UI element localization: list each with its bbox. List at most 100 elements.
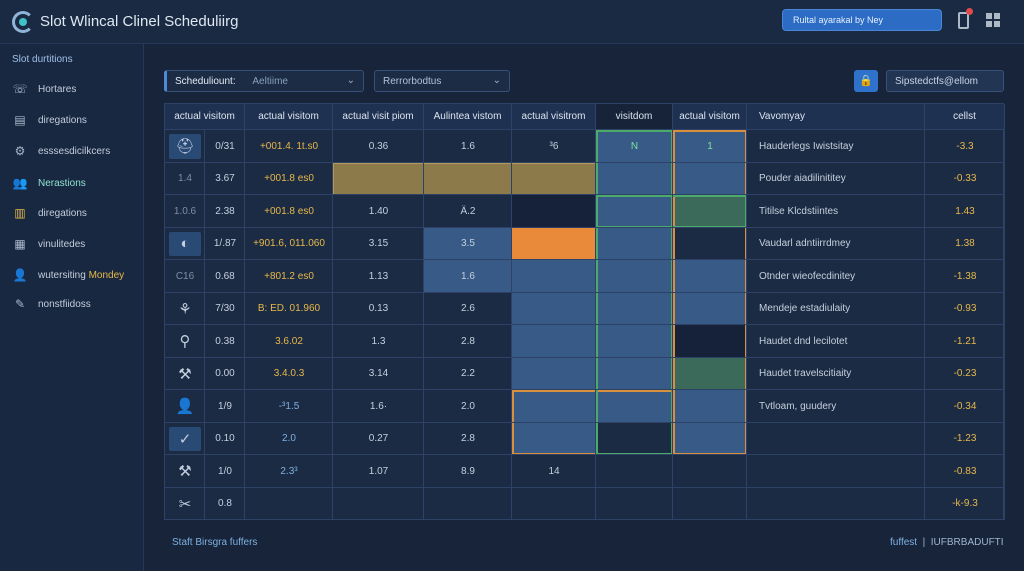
column-header[interactable]: Vavomyay	[747, 104, 925, 130]
grid-cell[interactable]	[424, 487, 512, 520]
grid-cell[interactable]	[165, 162, 205, 195]
grid-cell[interactable]	[673, 487, 747, 520]
grid-cell[interactable]	[747, 487, 925, 520]
grid-cell[interactable]	[205, 130, 245, 163]
grid-cell[interactable]	[747, 455, 925, 488]
filter-select[interactable]: Rerrorbodtus ⌄	[374, 70, 510, 92]
sidebar-item-nerastions[interactable]: 👥 Nerastions	[12, 171, 140, 195]
grid-cell[interactable]	[333, 162, 424, 195]
grid-cell[interactable]	[245, 227, 333, 260]
grid-cell[interactable]	[333, 260, 424, 293]
grid-cell[interactable]	[333, 325, 424, 358]
grid-cell[interactable]	[165, 325, 205, 358]
grid-cell[interactable]	[512, 195, 596, 228]
grid-cell[interactable]	[512, 130, 596, 163]
grid-cell[interactable]	[747, 162, 925, 195]
grid-cell[interactable]	[245, 195, 333, 228]
sidebar-item-hortares[interactable]: ☏ Hortares	[12, 77, 140, 101]
grid-cell[interactable]	[747, 422, 925, 455]
grid-cell[interactable]	[333, 130, 424, 163]
grid-cell[interactable]	[333, 195, 424, 228]
appointment-block[interactable]	[673, 390, 747, 455]
grid-cell[interactable]	[245, 422, 333, 455]
sidebar-item-wutersiting[interactable]: 👤 wutersiting Mondey	[12, 263, 140, 287]
grid-cell[interactable]	[596, 195, 673, 228]
column-header[interactable]: actual visitom	[245, 104, 333, 130]
grid-cell[interactable]	[512, 390, 596, 423]
grid-cell[interactable]	[673, 195, 747, 228]
grid-cell[interactable]	[512, 422, 596, 455]
grid-cell[interactable]	[925, 422, 1005, 455]
grid-cell[interactable]	[747, 227, 925, 260]
grid-cell[interactable]	[245, 292, 333, 325]
grid-cell[interactable]	[333, 292, 424, 325]
grid-cell[interactable]	[165, 487, 205, 520]
sidebar-item-diregations-2[interactable]: ▥ diregations	[12, 201, 140, 225]
action-button[interactable]: Sipstedctfs@ellom	[886, 70, 1004, 92]
grid-cell[interactable]	[245, 487, 333, 520]
grid-cell[interactable]	[925, 260, 1005, 293]
grid-cell[interactable]	[512, 325, 596, 358]
grid-cell[interactable]	[596, 227, 673, 260]
grid-cell[interactable]	[596, 357, 673, 390]
grid-cell[interactable]	[673, 227, 747, 260]
grid-cell[interactable]	[673, 130, 747, 163]
grid-cell[interactable]	[424, 260, 512, 293]
grid-cell[interactable]	[205, 195, 245, 228]
appointment-block[interactable]	[673, 325, 747, 358]
grid-cell[interactable]	[596, 292, 673, 325]
grid-cell[interactable]	[205, 162, 245, 195]
grid-cell[interactable]	[596, 325, 673, 358]
grid-cell[interactable]	[205, 390, 245, 423]
sidebar-item-diregations[interactable]: ▤ diregations	[12, 108, 140, 132]
grid-cell[interactable]	[673, 422, 747, 455]
grid-cell[interactable]	[245, 130, 333, 163]
grid-cell[interactable]	[205, 227, 245, 260]
grid-cell[interactable]	[245, 325, 333, 358]
footer-right-accent[interactable]: fuffest	[890, 537, 918, 548]
grid-cell[interactable]	[925, 195, 1005, 228]
grid-cell[interactable]	[747, 292, 925, 325]
grid-cell[interactable]	[205, 292, 245, 325]
sidebar-item-vinulitedes[interactable]: ▦ vinulitedes	[12, 232, 140, 256]
grid-cell[interactable]	[424, 455, 512, 488]
sidebar-item-esssesdicilkcers[interactable]: ⚙ esssesdicilkcers	[12, 139, 140, 163]
grid-cell[interactable]	[424, 390, 512, 423]
grid-cell[interactable]	[596, 162, 673, 195]
grid-cell[interactable]	[673, 357, 747, 390]
grid-cell[interactable]	[596, 390, 673, 423]
grid-cell[interactable]	[165, 390, 205, 423]
grid-cell[interactable]	[925, 487, 1005, 520]
apps-grid-icon[interactable]	[986, 13, 1000, 27]
appointment-block[interactable]	[333, 162, 596, 195]
grid-cell[interactable]	[925, 357, 1005, 390]
grid-cell[interactable]	[245, 390, 333, 423]
column-header[interactable]: actual visitom	[165, 104, 245, 130]
grid-cell[interactable]	[673, 260, 747, 293]
grid-cell[interactable]	[333, 487, 424, 520]
grid-cell[interactable]	[925, 455, 1005, 488]
grid-cell[interactable]	[424, 162, 512, 195]
grid-cell[interactable]	[512, 357, 596, 390]
grid-cell[interactable]	[165, 227, 205, 260]
grid-cell[interactable]	[747, 390, 925, 423]
grid-cell[interactable]	[205, 455, 245, 488]
column-header[interactable]: actual visit piom	[333, 104, 424, 130]
grid-cell[interactable]	[333, 227, 424, 260]
grid-cell[interactable]	[424, 357, 512, 390]
grid-cell[interactable]	[424, 227, 512, 260]
grid-cell[interactable]	[205, 325, 245, 358]
grid-cell[interactable]	[165, 292, 205, 325]
grid-cell[interactable]	[165, 260, 205, 293]
grid-cell[interactable]	[596, 260, 673, 293]
grid-cell[interactable]	[512, 162, 596, 195]
grid-cell[interactable]	[673, 455, 747, 488]
grid-cell[interactable]	[165, 455, 205, 488]
appointment-block[interactable]	[424, 227, 512, 293]
grid-cell[interactable]	[925, 162, 1005, 195]
top-search-button[interactable]: Rultal ayarakal by Ney	[782, 9, 942, 31]
grid-cell[interactable]	[512, 292, 596, 325]
sidebar-item-nonstfiidoss[interactable]: ✎ nonstfiidoss	[12, 292, 140, 316]
grid-cell[interactable]	[596, 130, 673, 163]
grid-cell[interactable]	[333, 390, 424, 423]
